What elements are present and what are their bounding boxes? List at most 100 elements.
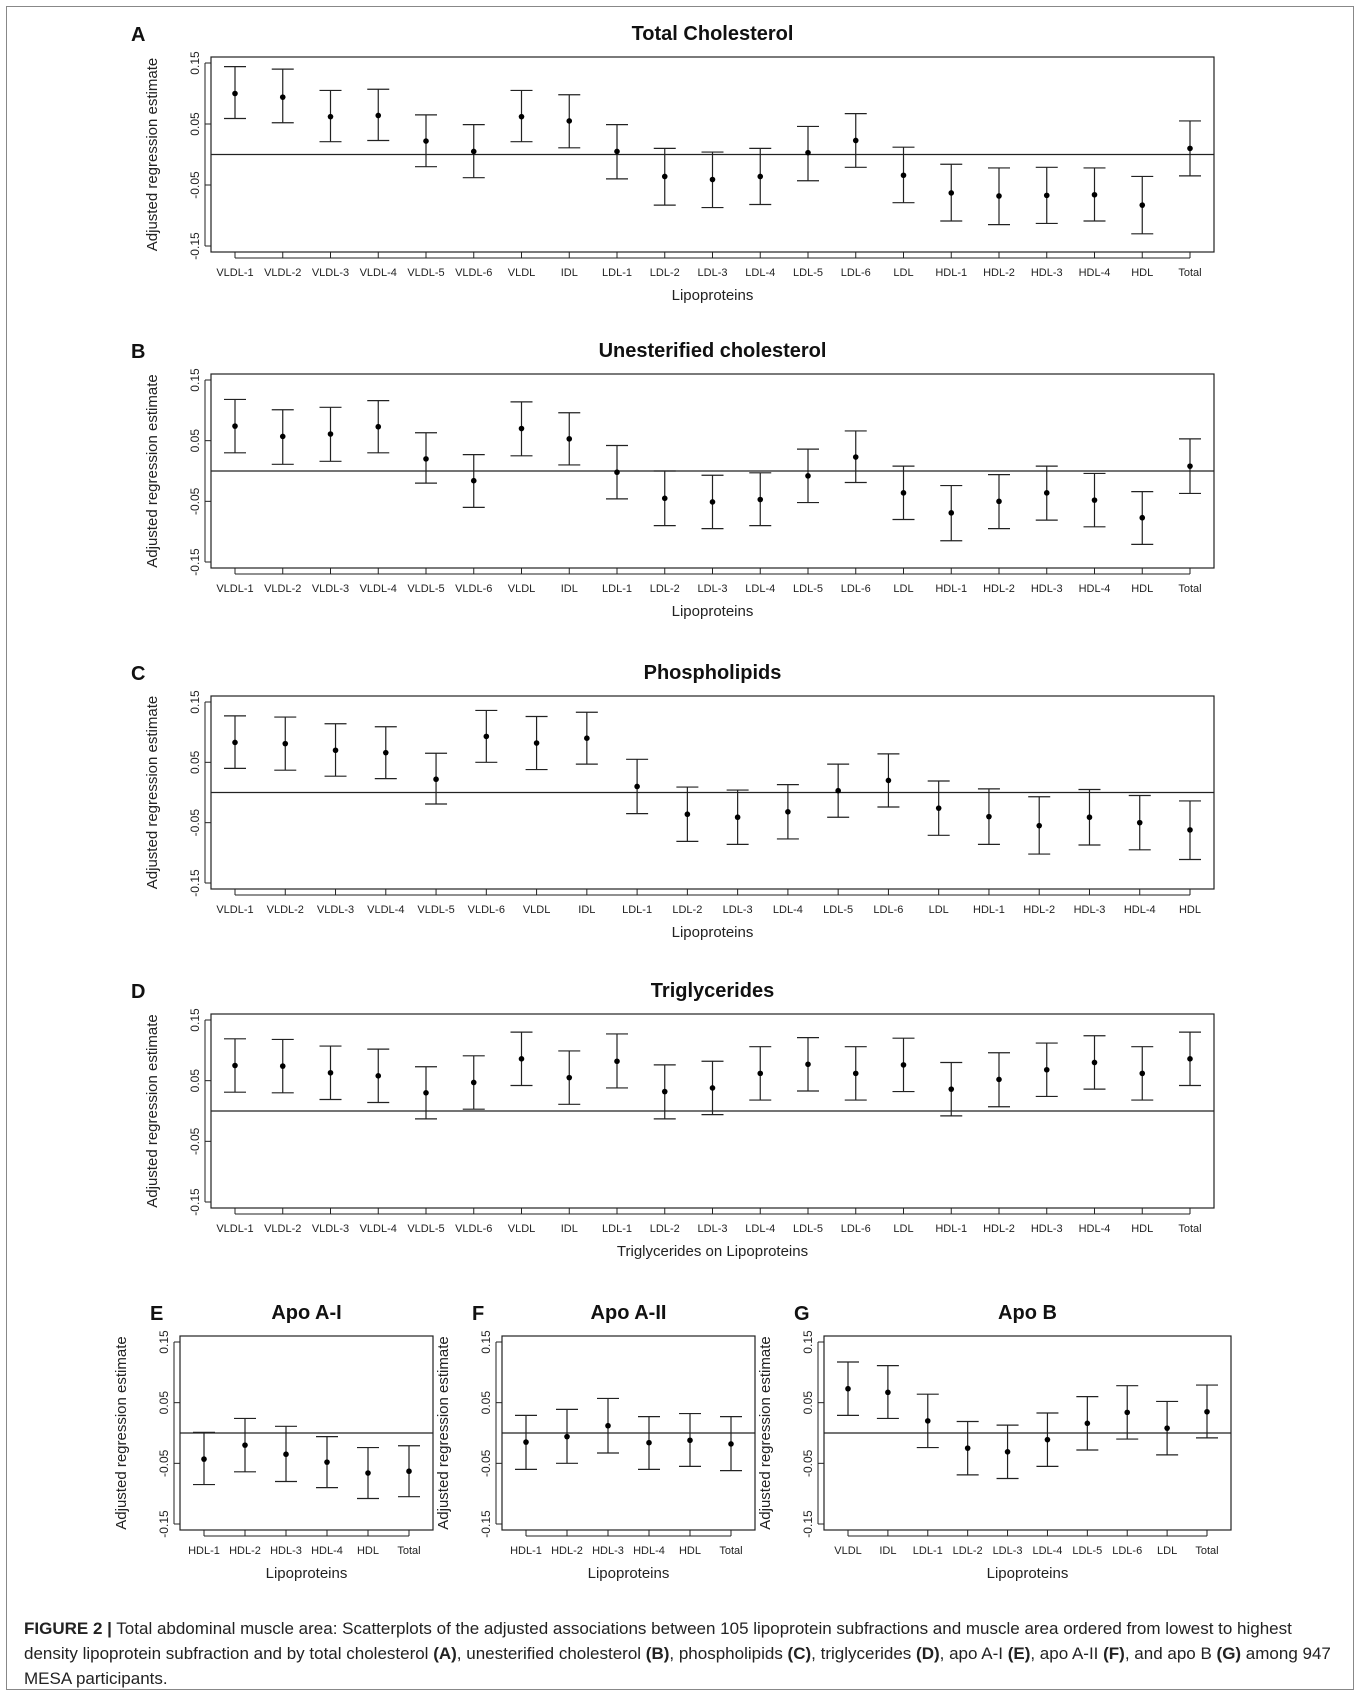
data-point [232,1062,238,1069]
x-tick-label: LDL-2 [650,1223,680,1235]
data-point [423,1090,429,1096]
x-tick-label: LDL [893,267,913,279]
x-tick-label: LDL-1 [622,904,652,916]
data-point [661,1088,668,1095]
x-tick-label: VLDL-5 [417,904,454,916]
chart-title: Unesterified cholesterol [599,340,827,362]
data-point [1091,1059,1098,1066]
x-tick-label: LDL-1 [602,583,632,595]
y-tick-label: 0.15 [157,1330,171,1354]
x-tick-label: VLDL-4 [360,1223,397,1235]
data-point [996,1076,1002,1083]
x-tick-label: LDL-4 [745,1223,775,1235]
y-axis-label: Adjusted regression estimate [757,1336,774,1529]
y-axis-label: Adjusted regression estimate [144,58,161,251]
x-tick-label: VLDL-3 [312,267,349,279]
x-tick-label: HDL-4 [1079,267,1111,279]
x-tick-label: HDL-2 [229,1545,261,1557]
x-tick-label: LDL-2 [650,267,680,279]
data-point [375,423,382,430]
data-point [852,454,859,460]
data-point [924,1418,931,1424]
chart-title: Apo B [998,1302,1057,1324]
data-point [1043,192,1050,199]
y-axis-label: Adjusted regression estimate [113,1336,130,1529]
x-tick-label: VLDL-5 [407,1223,444,1235]
data-point [1187,463,1193,469]
x-tick-label: LDL-1 [913,1545,943,1557]
data-point [232,739,238,746]
x-tick-label: LDL-3 [698,1223,728,1235]
data-point [900,490,907,496]
x-tick-label: HDL-3 [1074,904,1106,916]
caption-text: , triglycerides [811,1644,917,1663]
data-point [1124,1409,1131,1416]
x-tick-label: VLDL-6 [455,267,492,279]
data-point [757,1070,764,1077]
data-point [605,1422,611,1429]
data-point [805,1061,811,1068]
data-point [614,148,620,155]
x-tick-label: HDL-4 [1079,583,1111,595]
data-point [661,495,668,502]
chart-panel-A: A Total Cholesterol -0.15 -0.05 0.05 0.15 Adju… [131,23,1215,304]
caption-lead: FIGURE 2 | [24,1619,112,1638]
data-point [805,473,811,479]
data-point [728,1441,734,1447]
x-tick-label: VLDL-2 [267,904,304,916]
data-point [332,747,339,754]
data-point [684,811,691,818]
chart-panel-E: E Apo A-I -0.15 -0.05 0.05 0.15 Adjusted regre… [113,1302,434,1582]
data-point [709,1085,716,1091]
caption-text: , apo A-I [939,1644,1008,1663]
caption-text: , unesterified cholesterol [456,1644,646,1663]
x-tick-label: HDL-3 [1031,1223,1063,1235]
data-point [470,1079,477,1086]
data-point [470,148,477,155]
caption-panel-ref: (A) [433,1644,457,1663]
x-tick-label: VLDL-1 [216,1223,253,1235]
x-tick-label: Total [1195,1545,1218,1557]
y-tick-label: 0.05 [188,429,202,453]
x-tick-label: VLDL-1 [216,267,253,279]
data-point [1044,1436,1051,1443]
data-point [279,94,286,100]
y-tick-label: 0.05 [157,1391,171,1415]
data-point [935,805,942,811]
panel-letter: C [131,663,145,685]
data-point [964,1445,971,1451]
data-point [470,477,477,484]
data-point [1204,1408,1210,1415]
x-axis-label: Lipoproteins [987,1565,1069,1582]
data-point [1139,1070,1146,1077]
x-tick-label: LDL-5 [823,904,853,916]
x-tick-label: Total [397,1545,420,1557]
x-tick-label: LDL-5 [793,267,823,279]
data-point [423,138,429,144]
data-point [852,137,859,144]
data-point [900,172,907,179]
figure-frame [6,6,1354,1690]
data-point [852,1070,859,1077]
data-point [948,510,955,516]
data-point [584,735,590,741]
x-tick-label: HDL [357,1545,379,1557]
x-tick-label: HDL-2 [983,583,1015,595]
x-tick-label: LDL-6 [873,904,903,916]
data-point [845,1385,851,1392]
x-tick-label: VLDL [508,583,536,595]
caption-text: Total abdominal muscle area: Scatterplot… [24,1619,1292,1663]
y-tick-label: 0.05 [188,112,202,136]
x-tick-label: VLDL-4 [360,583,397,595]
data-point [382,749,389,756]
x-tick-label: LDL-5 [1072,1545,1102,1557]
figure-canvas: A Total Cholesterol -0.15 -0.05 0.05 0.15 Adju… [113,23,1232,1582]
data-point [523,1439,529,1445]
chart-title: Total Cholesterol [632,23,794,45]
data-point [375,1073,382,1079]
data-point [1043,490,1050,496]
y-tick-label: 0.05 [188,750,202,774]
x-tick-label: LDL [893,583,913,595]
x-tick-label: VLDL [508,1223,536,1235]
panel-letter: G [794,1303,810,1325]
